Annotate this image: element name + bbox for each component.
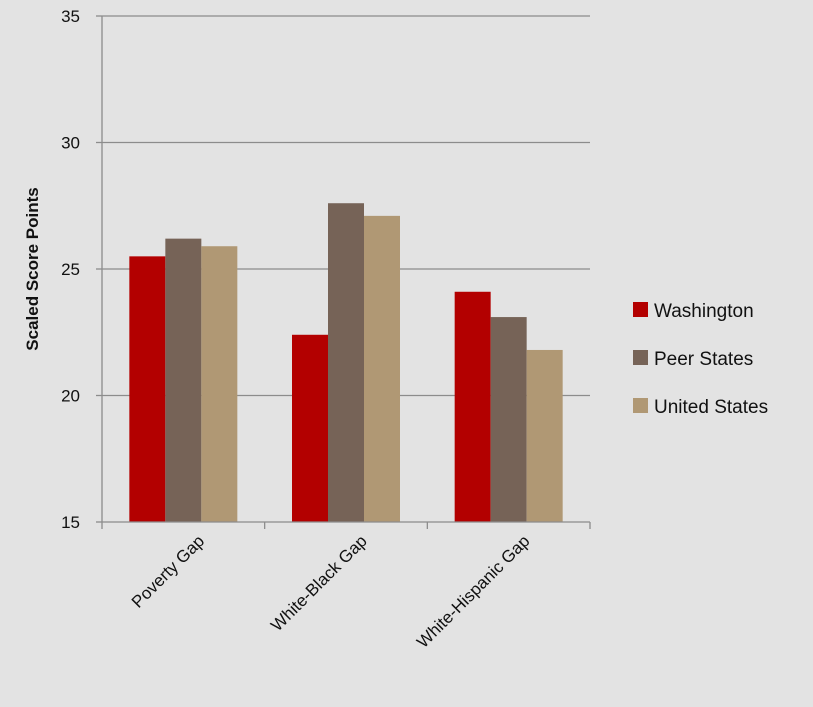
legend-label: United States [654, 397, 768, 418]
bar-peer-states [490, 317, 527, 522]
x-category-label: White-Black Gap [267, 531, 371, 635]
x-category-labels: Poverty Gap White-Black Gap White-Hispanic… [128, 531, 534, 651]
y-tick-label: 20 [61, 387, 80, 406]
legend-swatch [633, 302, 648, 317]
bar-washington [292, 334, 328, 522]
legend-label: Washington [654, 301, 754, 322]
bar-united-states [201, 246, 238, 523]
legend: Washington Peer States United States [633, 301, 768, 418]
y-tick-label: 15 [61, 513, 80, 532]
bar-washington [454, 291, 491, 522]
y-tick-label: 25 [61, 260, 80, 279]
x-category-label: White-Hispanic Gap [413, 531, 533, 651]
legend-swatch [633, 350, 648, 365]
axes [96, 15, 591, 529]
legend-swatch [633, 398, 648, 413]
legend-label: Peer States [654, 349, 753, 370]
bar-united-states [526, 349, 563, 522]
y-tick-labels: 15 20 25 30 35 [61, 7, 80, 532]
bar-peer-states [328, 203, 364, 522]
y-tick-label: 30 [61, 134, 80, 153]
y-tick-label: 35 [61, 7, 80, 26]
y-axis-label: Scaled Score Points [23, 187, 42, 350]
bar-united-states [364, 215, 400, 522]
x-category-label: Poverty Gap [128, 531, 208, 611]
bars [129, 203, 563, 523]
bar-washington [129, 256, 166, 522]
bar-peer-states [165, 238, 202, 522]
